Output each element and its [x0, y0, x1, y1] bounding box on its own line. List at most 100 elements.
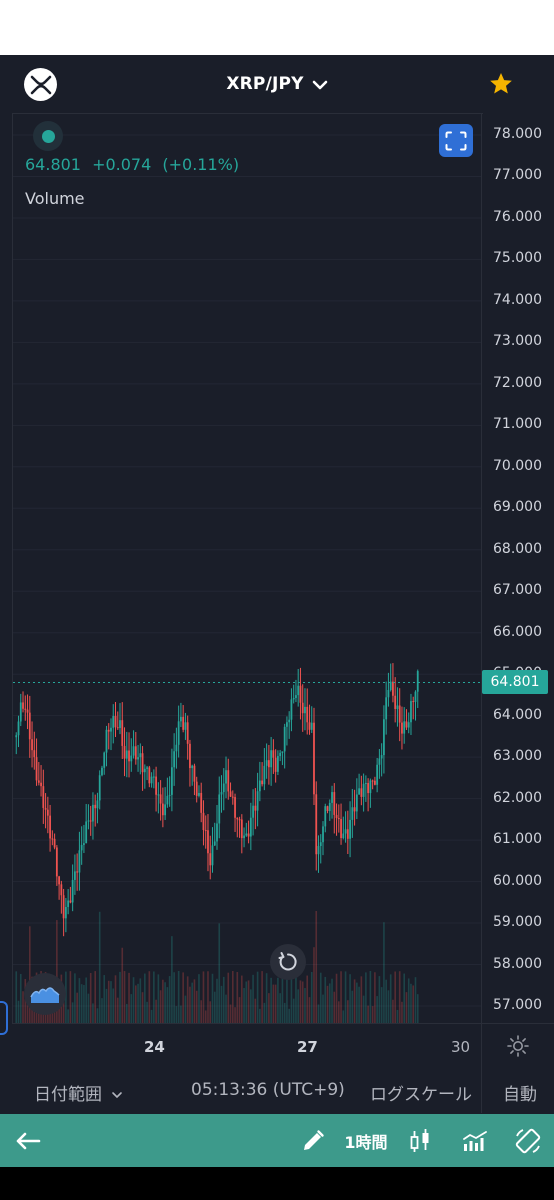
volume-bar: [281, 973, 284, 1023]
volume-bar: [130, 994, 133, 1023]
back-button[interactable]: [8, 1114, 48, 1167]
log-scale-toggle[interactable]: ログスケール: [370, 1085, 472, 1105]
candle-body: [164, 804, 167, 816]
chart-type-button[interactable]: [404, 1114, 436, 1167]
volume-bar: [139, 978, 142, 1023]
x-tick-24: 24: [144, 1038, 165, 1056]
axis-divider: [481, 113, 482, 1113]
date-range-label: 日付範囲: [34, 1085, 102, 1105]
candle-body: [186, 722, 189, 744]
fullscreen-button[interactable]: [439, 124, 473, 157]
candle-body: [24, 708, 27, 710]
volume-bar: [207, 971, 209, 1023]
volume-bar: [412, 985, 415, 1023]
candle-body: [371, 780, 374, 782]
candle-body: [389, 681, 392, 690]
volume-bar: [263, 1002, 266, 1023]
volume-bar: [15, 971, 18, 1023]
y-tick-label: 63.000: [493, 748, 542, 765]
candle-body: [240, 819, 243, 839]
volume-bar: [338, 1001, 340, 1023]
volume-bar: [396, 1009, 399, 1023]
indicators-button[interactable]: [458, 1114, 492, 1167]
candle-body: [189, 743, 191, 769]
candle-body: [218, 794, 221, 824]
candle-body: [301, 702, 304, 714]
volume-bar: [295, 974, 297, 1023]
candle-body: [132, 746, 135, 756]
price-chart[interactable]: [0, 55, 554, 1167]
candle-body: [319, 842, 322, 847]
chevron-down-icon: [312, 80, 327, 90]
volume-bar: [304, 988, 306, 1023]
candle-body: [123, 745, 126, 759]
volume-bar: [369, 971, 372, 1023]
candle-body: [225, 770, 227, 784]
candle-body: [46, 809, 49, 816]
candle-body: [207, 830, 209, 854]
candle-body: [101, 767, 103, 776]
volume-bar: [362, 995, 365, 1023]
date-range-button[interactable]: 日付範囲: [34, 1080, 123, 1105]
candle-body: [342, 833, 345, 839]
rotate-screen-button[interactable]: [508, 1114, 548, 1167]
candle-body: [87, 820, 90, 822]
volume-bar: [28, 926, 31, 1023]
auto-scale-toggle[interactable]: 自動: [503, 1085, 537, 1105]
candle-body: [277, 756, 279, 772]
ohlc-legend: 64.801 +0.074 (+0.11%): [25, 155, 245, 174]
volume-bar: [186, 976, 189, 1023]
volume-bar: [349, 974, 351, 1023]
volume-bar: [310, 971, 313, 1023]
candle-body: [362, 783, 365, 797]
drawing-tool-button[interactable]: [296, 1114, 330, 1167]
volume-bar: [297, 989, 299, 1023]
candle-body: [256, 791, 259, 811]
interval-label: 1時間: [344, 1132, 388, 1152]
candle-body: [89, 820, 92, 822]
candle-body: [337, 818, 340, 820]
arrow-left-icon: [16, 1132, 41, 1149]
volume-label[interactable]: Volume: [25, 189, 85, 208]
volume-bar: [367, 1005, 369, 1023]
volume-bar: [319, 972, 322, 1023]
candle-body: [331, 792, 333, 803]
candle-body: [416, 671, 419, 692]
pair-selector[interactable]: XRP/JPY: [0, 55, 554, 113]
volume-bar: [209, 1001, 212, 1023]
candle-body: [60, 884, 63, 896]
volume-bar: [398, 971, 401, 1023]
y-tick-label: 61.000: [493, 831, 542, 848]
gear-icon[interactable]: [506, 1034, 530, 1058]
volume-bar: [299, 980, 302, 1023]
y-tick-label: 76.000: [493, 208, 542, 225]
candle-body: [137, 757, 139, 760]
candle-body: [152, 776, 155, 778]
volume-bar: [148, 971, 151, 1023]
volume-bar: [243, 988, 245, 1023]
reset-chart-button[interactable]: [270, 944, 306, 980]
candle-body: [322, 826, 324, 843]
volume-bar: [112, 988, 115, 1023]
volume-bar: [238, 997, 241, 1023]
chart-style-button[interactable]: [24, 973, 66, 1015]
candle-body: [42, 786, 45, 808]
volume-bar: [272, 984, 275, 1023]
candle-body: [146, 767, 148, 769]
candle-body: [22, 702, 24, 709]
candle-body: [155, 776, 157, 795]
star-icon[interactable]: [488, 71, 514, 97]
candle-body: [292, 697, 295, 700]
volume-bar: [279, 993, 281, 1023]
x-tick-30: 30: [451, 1038, 471, 1056]
y-tick-label: 58.000: [493, 955, 542, 972]
time-axis-divider: [12, 1023, 554, 1024]
candle-body: [383, 719, 385, 756]
chart-pane[interactable]: [12, 113, 483, 1024]
volume-bar: [173, 972, 175, 1023]
last-price-tag: 64.801: [482, 670, 548, 695]
interval-selector[interactable]: 1時間: [340, 1114, 392, 1167]
volume-bar: [328, 983, 331, 1023]
xrp-logo-icon[interactable]: [24, 68, 57, 101]
scroll-handle[interactable]: [0, 1001, 8, 1035]
